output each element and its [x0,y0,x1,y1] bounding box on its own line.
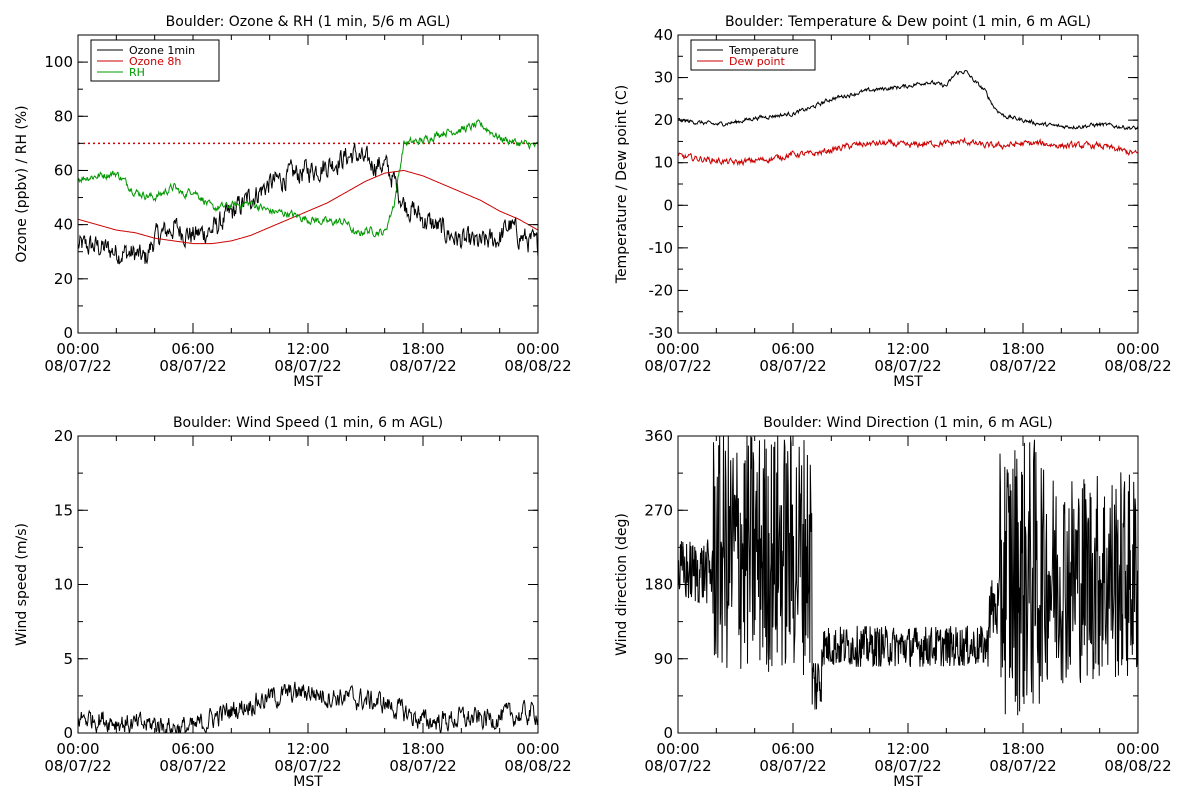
x-tick-time: 06:00 [171,740,214,758]
y-axis-label: Temperature / Dew point (C) [614,85,630,284]
y-axis-label: Wind speed (m/s) [14,523,30,646]
x-tick-time: 18:00 [1001,740,1044,758]
x-tick-time: 00:00 [56,340,99,358]
x-tick-date: 08/07/22 [644,757,711,775]
series-line-1 [78,681,538,733]
x-tick-date: 08/07/22 [874,357,941,375]
series-line-2 [78,170,538,245]
y-tick-label: 20 [654,111,673,129]
x-tick-time: 00:00 [1116,340,1159,358]
y-tick-label: 0 [63,724,73,742]
x-tick-date: 08/08/22 [1104,757,1171,775]
x-tick-date: 08/07/22 [989,757,1056,775]
x-axis-label: MST [293,774,323,790]
x-tick-time: 00:00 [516,740,559,758]
x-tick-time: 00:00 [516,340,559,358]
y-axis-label: Wind direction (deg) [614,513,630,656]
y-tick-label: 5 [63,650,73,668]
series-line-1 [678,436,1138,716]
x-tick-date: 08/07/22 [644,357,711,375]
chart-panel-1: Boulder: Ozone & RH (1 min, 5/6 m AGL) 0 2… [14,14,572,390]
x-tick-date: 08/07/22 [274,757,341,775]
series-line-3 [78,118,538,238]
y-tick-label: 15 [54,501,73,519]
series-line-1 [78,143,538,265]
x-tick-date: 08/07/22 [874,757,941,775]
x-tick-time: 12:00 [886,340,929,358]
chart-title: Boulder: Ozone & RH (1 min, 5/6 m AGL) [166,14,451,30]
y-tick-label: 0 [63,324,73,342]
y-tick-label: 90 [654,650,673,668]
y-tick-label: 20 [54,427,73,445]
x-axis-label: MST [893,374,923,390]
x-tick-date: 08/08/22 [504,357,571,375]
y-tick-label: 100 [44,53,73,71]
series-line-2 [678,136,1138,167]
x-tick-time: 18:00 [401,740,444,758]
x-tick-time: 06:00 [771,740,814,758]
x-tick-time: 00:00 [656,340,699,358]
y-tick-label: 360 [644,427,673,445]
legend-label: Temperature [728,44,799,57]
legend-box [690,39,816,71]
chart-title: Boulder: Wind Direction (1 min, 6 m AGL) [763,415,1052,431]
chart-panel-4: Boulder: Wind Direction (1 min, 6 m AGL)… [614,415,1172,790]
y-tick-label: 30 [654,69,673,87]
y-tick-label: 40 [654,26,673,44]
chart-panel-2: Boulder: Temperature & Dew point (1 min,… [614,14,1172,390]
legend-label: Ozone 1min [129,44,195,57]
y-axis-label: Ozone (ppbv) / RH (%) [14,105,30,262]
y-tick-label: 60 [54,161,73,179]
x-axis-label: MST [893,774,923,790]
x-tick-date: 08/08/22 [504,757,571,775]
x-tick-date: 08/07/22 [759,757,826,775]
y-tick-label: 80 [54,107,73,125]
chart-title: Boulder: Wind Speed (1 min, 6 m AGL) [173,415,443,431]
legend-label: Ozone 8h [129,55,181,68]
x-tick-time: 06:00 [171,340,214,358]
x-tick-date: 08/07/22 [44,357,111,375]
y-tick-label: 10 [54,576,73,594]
x-tick-date: 08/07/22 [389,757,456,775]
y-tick-label: 270 [644,501,673,519]
x-tick-time: 00:00 [656,740,699,758]
x-tick-date: 08/07/22 [759,357,826,375]
x-tick-date: 08/07/22 [274,357,341,375]
y-tick-label: 0 [663,724,673,742]
x-tick-time: 18:00 [401,340,444,358]
x-tick-time: 12:00 [886,740,929,758]
y-tick-label: 20 [54,270,73,288]
series-line-1 [678,69,1138,131]
x-tick-date: 08/07/22 [159,357,226,375]
x-tick-time: 12:00 [286,740,329,758]
x-tick-time: 00:00 [1116,740,1159,758]
legend-label: Dew point [729,55,785,68]
y-tick-label: 10 [654,154,673,172]
y-tick-label: -20 [649,281,674,299]
x-tick-date: 08/07/22 [159,757,226,775]
x-tick-date: 08/07/22 [989,357,1056,375]
chart-panel-3: Boulder: Wind Speed (1 min, 6 m AGL) 0 5 10… [14,415,572,790]
y-tick-label: 0 [663,196,673,214]
y-tick-label: 40 [54,216,73,234]
y-tick-label: -30 [649,324,674,342]
x-axis-label: MST [293,374,323,390]
x-tick-time: 12:00 [286,340,329,358]
chart-title: Boulder: Temperature & Dew point (1 min,… [725,14,1091,30]
legend-label: RH [129,66,145,79]
plot-frame [677,34,1139,334]
x-tick-date: 08/07/22 [44,757,111,775]
x-tick-time: 18:00 [1001,340,1044,358]
y-tick-label: -10 [649,239,674,257]
y-tick-label: 180 [644,576,673,594]
x-tick-date: 08/08/22 [1104,357,1171,375]
x-tick-time: 00:00 [56,740,99,758]
x-tick-date: 08/07/22 [389,357,456,375]
x-tick-time: 06:00 [771,340,814,358]
